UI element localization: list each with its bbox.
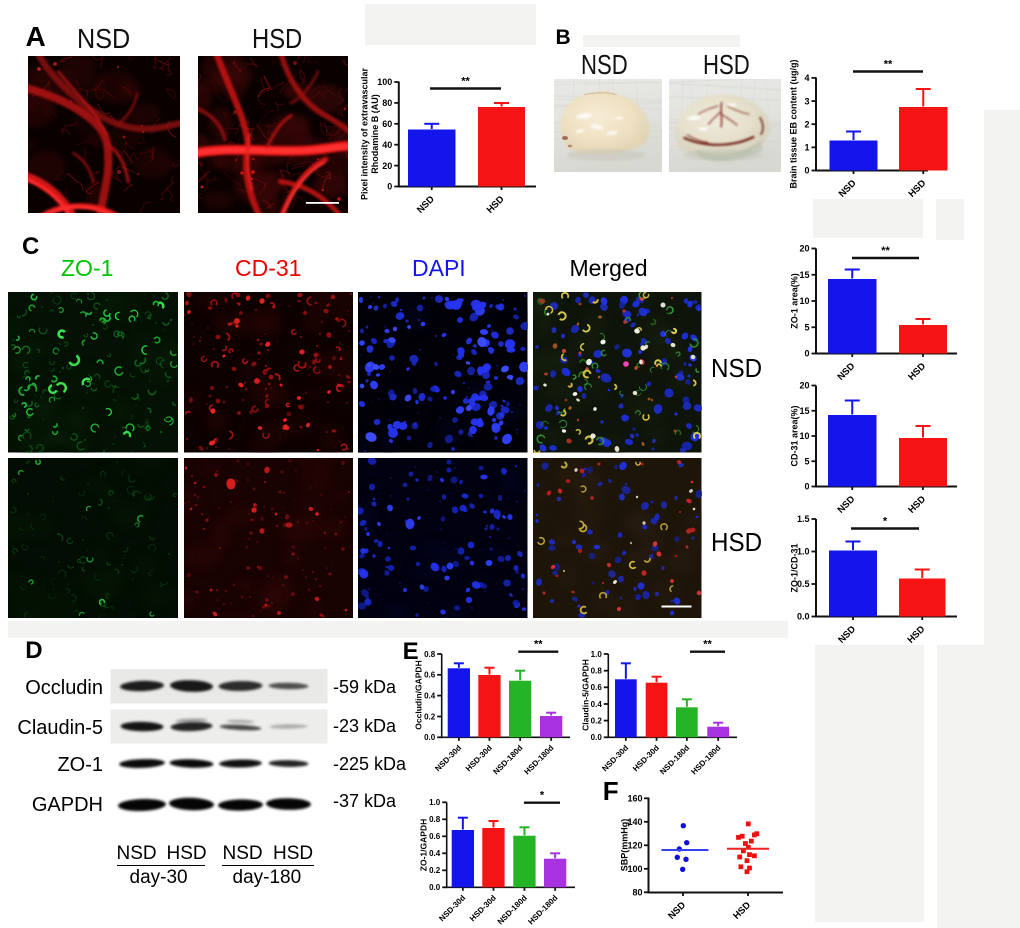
svg-text:*: * [540,790,545,802]
svg-text:HSD-180d: HSD-180d [526,893,559,926]
svg-text:NSD: NSD [836,624,858,646]
svg-text:80: 80 [632,888,642,898]
svg-text:HSD: HSD [905,624,927,646]
svg-text:0.6: 0.6 [591,683,603,692]
svg-text:**: ** [461,76,470,88]
svg-text:100: 100 [377,77,392,87]
svg-text:10: 10 [799,296,809,306]
svg-text:ZO-1/GAPDH: ZO-1/GAPDH [419,819,429,871]
svg-text:NSD-30d: NSD-30d [433,743,463,773]
svg-text:HSD-180d: HSD-180d [689,743,722,776]
svg-text:3: 3 [804,96,809,106]
svg-text:120: 120 [627,841,642,851]
svg-text:80: 80 [382,98,392,108]
svg-text:CD-31 area(%): CD-31 area(%) [790,405,800,466]
svg-text:0.6: 0.6 [424,671,436,680]
svg-text:1.0: 1.0 [429,798,441,807]
svg-text:0: 0 [804,349,809,359]
svg-text:0: 0 [804,166,809,176]
svg-text:HSD: HSD [731,900,753,922]
svg-text:0.4: 0.4 [591,700,603,709]
svg-text:Brain tissue EB content (ug/g): Brain tissue EB content (ug/g) [789,59,799,188]
svg-text:140: 140 [627,817,642,827]
svg-text:0.8: 0.8 [424,650,436,659]
svg-text:HSD: HSD [906,178,928,200]
svg-text:NSD: NSD [415,194,437,216]
svg-text:0.2: 0.2 [429,866,441,875]
svg-text:0: 0 [387,182,392,192]
svg-text:0.0: 0.0 [429,883,441,892]
svg-text:Claudin-5/GAPDH: Claudin-5/GAPDH [581,659,591,731]
svg-text:NSD-30d: NSD-30d [600,743,630,773]
svg-text:Rhodamine B (AU): Rhodamine B (AU) [370,94,380,174]
svg-text:60: 60 [382,119,392,129]
svg-text:Occludin/GAPDH: Occludin/GAPDH [414,660,424,729]
svg-text:0.8: 0.8 [591,667,603,676]
svg-text:1.5: 1.5 [797,514,810,524]
svg-text:HSD-180d: HSD-180d [522,743,555,776]
svg-text:0.2: 0.2 [591,716,603,725]
svg-text:0.4: 0.4 [424,691,436,700]
svg-text:20: 20 [799,381,809,391]
svg-text:Pixel intensity of extravascul: Pixel intensity of extravascular [360,67,370,200]
svg-text:5: 5 [804,456,809,466]
svg-text:1.0: 1.0 [591,650,603,659]
svg-text:HSD: HSD [485,194,507,216]
svg-text:5: 5 [804,322,809,332]
svg-text:NSD-180d: NSD-180d [496,893,529,926]
svg-text:SBP(mmHg): SBP(mmHg) [620,819,630,872]
svg-text:*: * [883,516,888,528]
svg-text:0.2: 0.2 [424,712,436,721]
svg-text:**: ** [703,639,712,651]
svg-text:0.5: 0.5 [797,579,810,589]
svg-text:NSD-180d: NSD-180d [491,743,524,776]
svg-text:ZO-1/CD-31: ZO-1/CD-31 [790,543,800,592]
svg-text:20: 20 [382,161,392,171]
svg-text:0.0: 0.0 [424,733,436,742]
svg-text:**: ** [534,639,543,651]
svg-text:15: 15 [799,406,809,416]
svg-text:4: 4 [804,73,809,83]
svg-text:1.0: 1.0 [797,547,810,557]
svg-text:160: 160 [627,794,642,804]
svg-text:HSD-30d: HSD-30d [631,743,661,773]
svg-text:10: 10 [799,431,809,441]
svg-text:2: 2 [804,119,809,129]
svg-text:**: ** [884,59,893,71]
svg-text:0.6: 0.6 [429,832,441,841]
svg-text:0.0: 0.0 [591,733,603,742]
svg-text:HSD-30d: HSD-30d [464,743,494,773]
svg-text:20: 20 [799,244,809,254]
svg-text:NSD: NSD [837,178,859,200]
svg-text:NSD-30d: NSD-30d [437,893,467,923]
svg-text:100: 100 [627,864,642,874]
svg-text:0.4: 0.4 [429,849,441,858]
svg-text:15: 15 [799,270,809,280]
svg-text:**: ** [881,245,890,257]
svg-text:0.8: 0.8 [429,815,441,824]
svg-text:HSD-30d: HSD-30d [468,893,498,923]
svg-text:40: 40 [382,140,392,150]
svg-text:1: 1 [804,143,809,153]
svg-text:ZO-1 area(%): ZO-1 area(%) [790,273,800,329]
svg-text:NSD-180d: NSD-180d [658,743,691,776]
svg-text:0: 0 [804,482,809,492]
svg-text:NSD: NSD [666,900,688,922]
svg-text:0.0: 0.0 [797,612,810,622]
